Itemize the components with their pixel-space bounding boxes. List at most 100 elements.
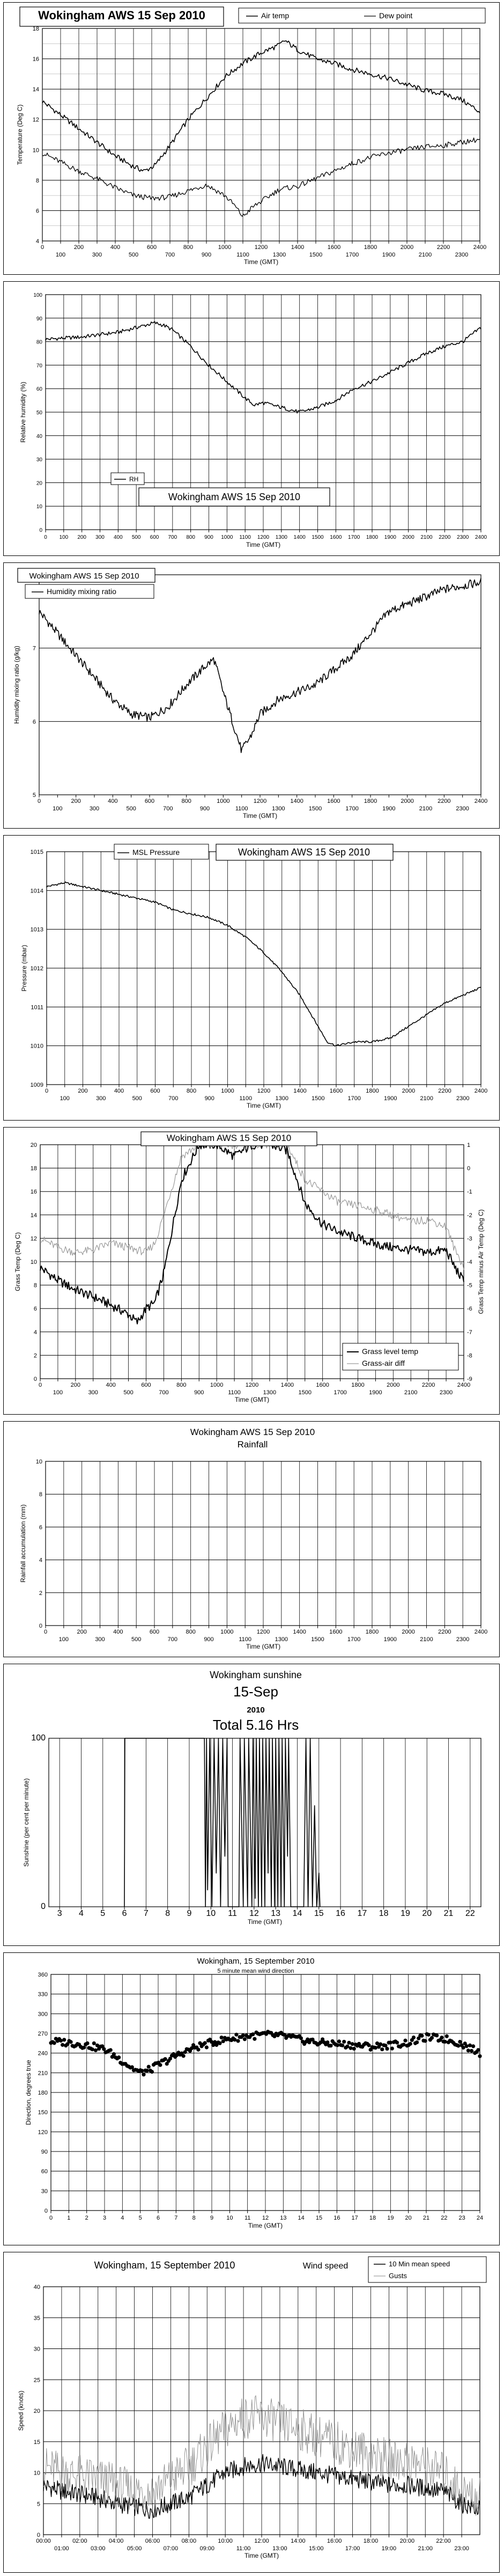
x-tick-label: 1700	[348, 1095, 361, 1102]
legend-label: 10 Min mean speed	[389, 2260, 450, 2268]
x-tick-label: 2300	[456, 806, 469, 812]
y-tick-label: 7	[33, 646, 36, 652]
data-point	[478, 2054, 482, 2058]
y-tick-label: 16	[33, 56, 39, 63]
chart-title: Wokingham AWS 15 Sep 2010	[38, 9, 205, 22]
chart-subtitle: Total 5.16 Hrs	[213, 1717, 299, 1733]
x-tick-label: 1000	[218, 244, 231, 251]
x-tick-label: 500	[132, 1095, 142, 1102]
legend-label: Dew point	[379, 11, 412, 20]
x-tick-label: 300	[95, 535, 105, 540]
chart-title-box	[216, 844, 394, 861]
x-tick-label: 300	[88, 1389, 98, 1396]
x-tick-label: 1800	[366, 1629, 379, 1635]
y-axis-label: Relative humidity (%)	[19, 382, 27, 442]
x-tick-label: 500	[132, 535, 141, 540]
x-tick-label: 2100	[404, 1389, 417, 1396]
y-axis-label: Direction, degrees true	[25, 2060, 32, 2125]
x-tick-label: 05:00	[127, 2545, 142, 2552]
y-tick-label: 25	[34, 2377, 40, 2383]
legend-label: MSL Pressure	[132, 848, 180, 857]
x-tick-label: 1600	[330, 535, 342, 540]
legend-label: Grass level temp	[362, 1347, 418, 1356]
data-point	[443, 2039, 447, 2044]
data-point	[93, 2048, 98, 2053]
data-point	[408, 2041, 412, 2046]
x-tick-label: 900	[204, 535, 213, 540]
x-tick-label: 0	[49, 2215, 53, 2221]
x-tick-label: 2400	[475, 1088, 487, 1094]
x-tick-label: 00:00	[36, 2538, 51, 2544]
x-tick-label: 10	[226, 2215, 233, 2221]
x-axis-label: Time (GMT)	[246, 1643, 280, 1650]
x-tick-label: 1900	[369, 1389, 382, 1396]
x-tick-label: 1200	[257, 535, 270, 540]
data-point	[130, 2065, 134, 2069]
x-tick-label: 1300	[275, 1636, 288, 1643]
x-tick-label: 1100	[239, 1636, 251, 1643]
x-tick-label: 18	[369, 2215, 376, 2221]
chart-rainfall: 0 2 4 6 8 10 0 200 400 600 800 1000 1200 1400 1600 1800…	[3, 1421, 500, 1657]
y-tick-label: 0	[39, 1623, 42, 1629]
x-tick-label: 500	[126, 806, 136, 812]
x-tick-label: 1900	[384, 1095, 397, 1102]
series-line	[45, 321, 481, 414]
x-tick-label: 23:00	[454, 2545, 469, 2552]
y-tick-label: 90	[36, 316, 43, 322]
data-point	[471, 2044, 476, 2048]
data-point	[469, 2048, 474, 2053]
data-point	[373, 2046, 378, 2050]
x-tick-label: 1300	[276, 535, 288, 540]
x-tick-label: 2000	[401, 244, 413, 251]
x-axis-label: Time (GMT)	[248, 2222, 283, 2229]
x-tick-label: 15	[314, 1909, 324, 1918]
x-tick-label: 2000	[402, 1629, 414, 1635]
x-tick-label: 21:00	[418, 2545, 433, 2552]
chart-wind-direction: 0 30 60 90 120 150 180 210 240 270 300 330 360 0 1 2 3 4 5…	[3, 1952, 500, 2245]
y-tick-label: 8	[39, 1491, 42, 1498]
data-point	[468, 2043, 472, 2047]
x-tick-label: 19	[401, 1909, 410, 1918]
data-point	[203, 2041, 207, 2045]
x-axis-label: Time (GMT)	[244, 2552, 279, 2559]
x-tick-label: 200	[77, 535, 86, 540]
data-point	[204, 2045, 209, 2050]
data-point	[253, 2037, 257, 2041]
data-point	[112, 2052, 116, 2057]
y-right-tick-label: -9	[467, 1376, 472, 1382]
y-tick-label: 60	[36, 386, 43, 392]
chart-sunshine: 0 100 3 4 5 6 7 8 9 10 11 12 13 14 15 16 17 18 19 20 21 22 Tim…	[3, 1664, 500, 1946]
x-tick-label: 13:00	[272, 2545, 287, 2552]
x-tick-label: 1600	[316, 1382, 329, 1388]
series-1	[42, 137, 480, 217]
x-tick-label: 9	[187, 1909, 191, 1918]
y-tick-label: 8	[34, 1283, 37, 1289]
y-tick-label: 15	[34, 2439, 40, 2446]
legend-box	[25, 584, 154, 599]
x-tick-label: 1100	[239, 535, 251, 540]
chart-grass-temp: 0 2 4 6 8 10 12 14 16 18 20 -9 -8 -7 -6 -5 -4 -3 -2 -1 0 1 0 20…	[3, 1127, 500, 1415]
series-line	[39, 578, 481, 753]
x-tick-label: 700	[159, 1389, 168, 1396]
chart-temperature-svg: 4 6 8 10 12 14 16 18 0 200 400 600 800 1000 1200 1400 16…	[16, 6, 486, 266]
x-tick-label: 01:00	[54, 2545, 69, 2552]
x-axis-label: Time (GMT)	[244, 258, 278, 266]
x-tick-label: 0	[39, 1382, 42, 1388]
x-tick-label: 20:00	[400, 2538, 415, 2544]
x-tick-label: 1200	[246, 1382, 258, 1388]
x-tick-label: 5	[139, 2215, 142, 2221]
data-point	[464, 2044, 469, 2048]
x-tick-label: 1700	[345, 806, 358, 812]
x-tick-label: 100	[56, 252, 65, 258]
x-tick-label: 400	[114, 1088, 124, 1094]
x-tick-label: 08:00	[182, 2538, 197, 2544]
y-tick-label: 70	[36, 363, 43, 369]
y-tick-label: 14	[31, 1212, 37, 1219]
y-tick-label: 6	[39, 1524, 42, 1531]
x-tick-label: 800	[186, 535, 195, 540]
x-tick-label: 600	[145, 798, 154, 804]
x-tick-label: 06:00	[145, 2538, 160, 2544]
x-tick-label: 1100	[239, 1095, 252, 1102]
data-point	[58, 2038, 63, 2043]
y-tick-label: 1011	[31, 1004, 43, 1011]
